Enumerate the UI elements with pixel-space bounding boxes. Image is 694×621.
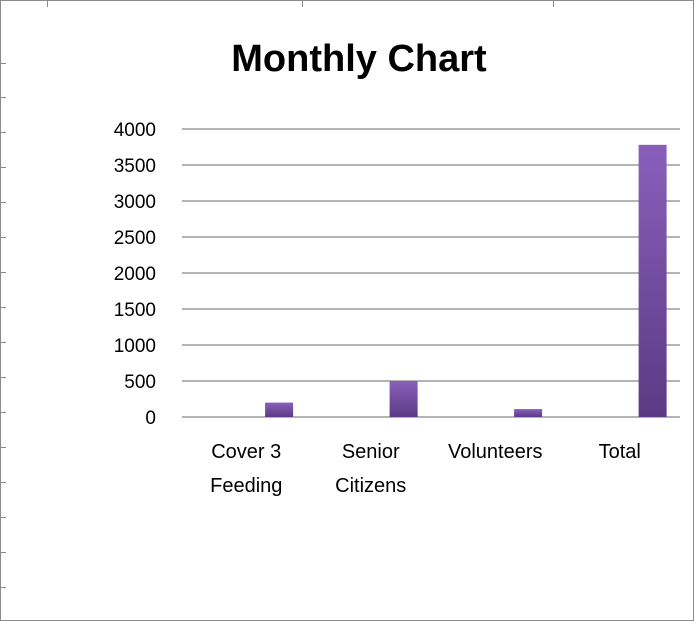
frame-row-tick bbox=[1, 377, 6, 378]
frame-column-tick bbox=[302, 1, 303, 7]
frame-row-tick bbox=[1, 517, 6, 518]
x-category-label: Volunteers bbox=[448, 441, 543, 463]
frame-row-tick bbox=[1, 97, 6, 98]
y-tick-label: 3500 bbox=[114, 156, 156, 177]
bar bbox=[514, 409, 543, 417]
frame-column-tick bbox=[553, 1, 554, 7]
x-category-label: Cover 3 bbox=[211, 441, 281, 463]
frame-row-tick bbox=[1, 237, 6, 238]
frame-row-tick bbox=[1, 132, 6, 133]
y-tick-label: 2000 bbox=[114, 264, 156, 285]
gridlines bbox=[182, 128, 680, 418]
bars bbox=[265, 144, 667, 417]
y-axis-tick-labels: 0 500 1000 1500 2000 2500 3000 3500 4000 bbox=[114, 120, 156, 429]
frame-row-tick bbox=[1, 342, 6, 343]
bar bbox=[389, 381, 418, 417]
chart-title: Monthly Chart bbox=[231, 38, 487, 80]
frame-row-tick bbox=[1, 587, 6, 588]
frame-row-tick bbox=[1, 307, 6, 308]
y-tick-label: 2500 bbox=[114, 228, 156, 249]
y-tick-label: 500 bbox=[124, 372, 156, 393]
x-category-label: Total bbox=[599, 441, 641, 463]
y-tick-label: 1500 bbox=[114, 300, 156, 321]
y-tick-label: 3000 bbox=[114, 192, 156, 213]
x-category-label: Feeding bbox=[210, 475, 282, 497]
x-axis-category-labels: Cover 3 Feeding Senior Citizens Volunteers To… bbox=[210, 441, 641, 497]
frame-row-tick bbox=[1, 552, 6, 553]
y-tick-label: 1000 bbox=[114, 336, 156, 357]
frame-row-tick bbox=[1, 272, 6, 273]
y-tick-label: 0 bbox=[145, 408, 156, 429]
bar bbox=[638, 144, 667, 417]
frame-row-tick bbox=[1, 412, 6, 413]
frame-row-tick bbox=[1, 447, 6, 448]
x-category-label: Senior bbox=[342, 441, 400, 463]
y-tick-label: 4000 bbox=[114, 120, 156, 141]
frame-column-tick bbox=[47, 1, 48, 7]
frame-row-tick bbox=[1, 482, 6, 483]
frame-row-tick bbox=[1, 63, 6, 64]
frame-row-tick bbox=[1, 167, 6, 168]
bar bbox=[265, 402, 294, 417]
frame-row-tick bbox=[1, 202, 6, 203]
x-category-label: Citizens bbox=[335, 475, 406, 497]
